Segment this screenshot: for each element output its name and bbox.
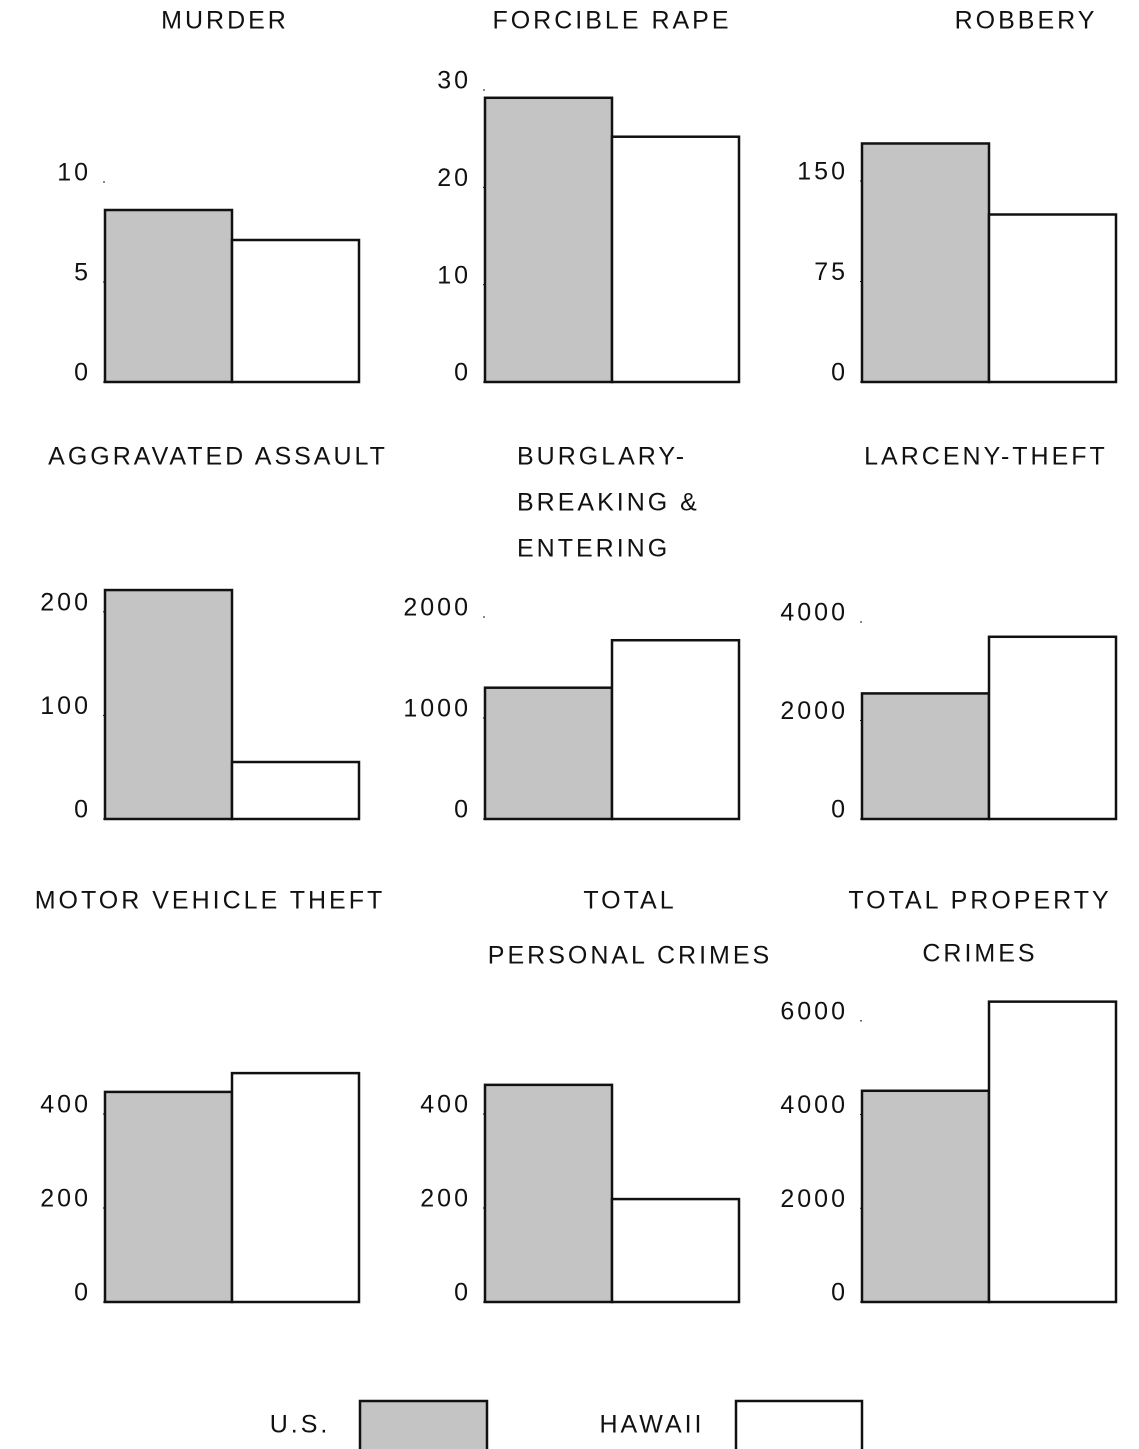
bar	[103, 588, 234, 821]
y-tick-label: 200	[40, 588, 91, 616]
bar	[483, 96, 614, 384]
y-tick-label: 150	[797, 158, 848, 186]
bar	[987, 1000, 1118, 1304]
panel-title: AGGRAVATED ASSAULT	[48, 443, 388, 471]
y-tick-label: 2000	[780, 1185, 848, 1213]
bar	[860, 692, 991, 821]
y-tick-label: 20	[437, 164, 471, 192]
y-tick-label: 4000	[780, 599, 848, 627]
panel-title: MURDER	[161, 7, 289, 35]
y-tick-label: 2000	[780, 697, 848, 725]
y-tick-label: 6000	[780, 997, 848, 1025]
y-tick-label: 5	[74, 259, 91, 287]
legend-swatch	[734, 1399, 864, 1449]
panel-title: ROBBERY	[955, 7, 1098, 35]
y-tick-label: 0	[454, 796, 471, 824]
bar	[987, 635, 1118, 821]
y-tick-label: 0	[831, 796, 848, 824]
bar	[230, 760, 361, 821]
y-tick-label: 0	[831, 1279, 848, 1307]
legend-label: U.S.	[270, 1411, 331, 1439]
bar	[483, 1083, 614, 1304]
bar	[103, 208, 234, 384]
y-tick-label: 2000	[403, 594, 471, 622]
panel-title: LARCENY-THEFT	[864, 443, 1108, 471]
y-tick-label: 200	[420, 1185, 471, 1213]
y-tick-label: 0	[74, 796, 91, 824]
y-tick-label: 100	[40, 692, 91, 720]
y-tick-label: 400	[40, 1091, 91, 1119]
panel-title: PERSONAL CRIMES	[488, 942, 772, 970]
y-tick-label: 0	[74, 1279, 91, 1307]
y-tick-label: 10	[57, 159, 91, 187]
bar	[230, 238, 361, 384]
panel-title: TOTAL	[583, 887, 676, 915]
y-tick-label: 75	[814, 258, 848, 286]
y-tick-label: 0	[74, 359, 91, 387]
bar	[610, 135, 741, 384]
bar	[610, 638, 741, 821]
panel-title: FORCIBLE RAPE	[492, 7, 731, 35]
panel-title: MOTOR VEHICLE THEFT	[35, 887, 386, 915]
y-tick-label: 30	[437, 67, 471, 95]
bar	[987, 213, 1118, 384]
y-tick-label: 1000	[403, 695, 471, 723]
y-tick-label: 10	[437, 261, 471, 289]
y-tick-label: 400	[420, 1091, 471, 1119]
panel-title: TOTAL PROPERTY	[848, 887, 1111, 915]
panel-title: ENTERING	[517, 535, 670, 563]
bar	[230, 1071, 361, 1304]
bar	[483, 686, 614, 821]
bar	[860, 1089, 991, 1304]
bar	[860, 142, 991, 384]
bar	[610, 1197, 741, 1304]
y-tick-label: 0	[831, 359, 848, 387]
y-tick-label: 0	[454, 359, 471, 387]
y-tick-label: 4000	[780, 1091, 848, 1119]
y-tick-label: 200	[40, 1185, 91, 1213]
legend-label: HAWAII	[599, 1411, 704, 1439]
panel-title: BREAKING &	[517, 489, 700, 517]
y-tick-label: 0	[454, 1279, 471, 1307]
bar	[103, 1090, 234, 1304]
panel-title: CRIMES	[922, 940, 1037, 968]
legend-swatch	[358, 1399, 489, 1449]
panel-title: BURGLARY-	[517, 443, 687, 471]
